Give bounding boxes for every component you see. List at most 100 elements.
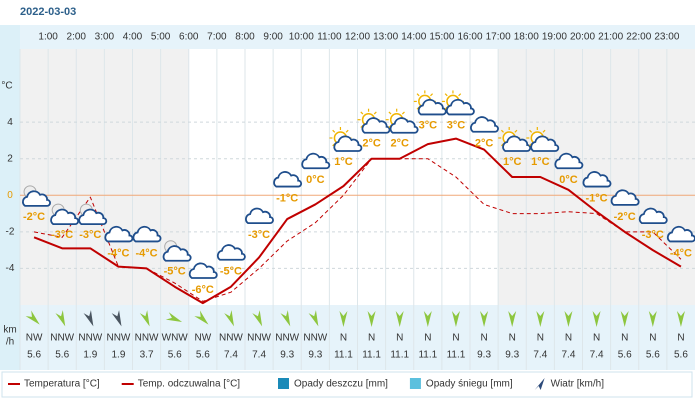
wind-arrow: [536, 311, 545, 327]
hour-label: 3:00: [95, 32, 115, 43]
temp-label: -2°C: [614, 211, 636, 223]
wind-arrow: [367, 311, 376, 327]
wind-speed: 7.4: [252, 350, 266, 361]
cloud: [445, 98, 475, 116]
cloud: [78, 208, 108, 226]
column-bg: [385, 49, 414, 305]
legend-swatch: [278, 378, 289, 389]
wind-direction: N: [621, 333, 628, 344]
y-tick-label: 4: [7, 117, 13, 128]
temp-label: 2°C: [475, 138, 494, 150]
wind-direction: NNW: [219, 333, 243, 344]
y-tick-label: -2: [6, 226, 15, 237]
cloud: [104, 225, 134, 243]
sun-ray: [430, 93, 434, 97]
hour-label: 7:00: [207, 32, 227, 43]
temp-label: -3°C: [79, 229, 101, 241]
wind-speed: 7.4: [561, 350, 575, 361]
legend-label: Temperatura [°C]: [24, 379, 100, 390]
weather-icon: [441, 90, 475, 116]
wind-direction: N: [649, 333, 656, 344]
wind-direction: N: [593, 333, 600, 344]
temp-label: -2°C: [23, 211, 45, 223]
wind-speed: 5.6: [618, 350, 632, 361]
hour-label: 18:00: [514, 32, 539, 43]
wind-direction: N: [424, 333, 431, 344]
cloud: [502, 135, 532, 152]
legend-swatch: [409, 378, 421, 389]
wind-arrow: [194, 310, 209, 325]
cloud: [245, 207, 274, 225]
y-tick-label: 0: [7, 190, 13, 201]
wind-speed: 11.1: [334, 350, 353, 361]
wind-direction: N: [537, 333, 544, 344]
wind-direction: WNW: [162, 333, 189, 344]
wind-direction: N: [677, 333, 684, 344]
cloud: [610, 189, 640, 206]
wind-speed: 5.6: [27, 350, 41, 361]
weather-icon: [162, 240, 192, 262]
hour-label: 12:00: [345, 32, 370, 43]
temp-label: -3°C: [51, 229, 73, 241]
wind-speed: 1.9: [83, 350, 97, 361]
wind-arrow: [648, 311, 657, 327]
wind-arrow: [280, 310, 291, 327]
temp-label: 0°C: [559, 174, 578, 186]
wind-speed: 7.4: [533, 350, 547, 361]
wind-direction: N: [452, 333, 459, 344]
cloud: [333, 135, 363, 152]
sun-ray: [542, 129, 546, 133]
cloud: [22, 190, 51, 207]
wind-unit: /h: [6, 337, 14, 348]
cloud: [361, 117, 391, 134]
cloud: [417, 98, 447, 116]
column-bg: [245, 49, 274, 305]
wind-direction: N: [565, 333, 572, 344]
wind-speed: 9.3: [280, 350, 294, 361]
weather-icon: [104, 225, 134, 243]
weather-icon: [22, 185, 51, 207]
hour-label: 8:00: [235, 32, 255, 43]
wind-arrow: [395, 311, 404, 327]
hour-label: 15:00: [429, 32, 454, 43]
sun-ray: [416, 93, 420, 97]
wind-arrow: [423, 311, 432, 327]
temp-label: -5°C: [220, 266, 242, 278]
column-bg: [48, 49, 77, 305]
wind-speed: 9.3: [505, 350, 519, 361]
wind-speed: 5.6: [168, 350, 182, 361]
hour-label: 14:00: [401, 32, 426, 43]
wind-speed: 11.1: [390, 350, 409, 361]
sun-ray: [529, 129, 533, 133]
weather-icon: [216, 244, 246, 261]
sun-ray: [388, 111, 392, 115]
sun-ray: [345, 129, 349, 133]
temp-label: 0°C: [306, 174, 325, 186]
wind-arrow: [620, 311, 629, 327]
wind-direction: NNW: [106, 333, 130, 344]
legend-label: Wiatr [km/h]: [551, 379, 605, 390]
y-tick-label: -4: [6, 263, 15, 274]
hour-label: 22:00: [626, 32, 651, 43]
column-bg: [638, 49, 667, 305]
cloud: [530, 135, 560, 152]
wind-direction: N: [509, 333, 516, 344]
wind-speed: 3.7: [140, 350, 154, 361]
date-title: 2022-03-03: [20, 6, 76, 18]
wind-speed: 5.6: [674, 350, 688, 361]
wind-direction: NNW: [135, 333, 159, 344]
hour-label: 19:00: [542, 32, 567, 43]
cloud: [50, 208, 80, 226]
wind-direction: NNW: [50, 333, 74, 344]
wind-arrow: [25, 310, 40, 325]
wind-speed: 5.6: [646, 350, 660, 361]
weather-icon: [413, 90, 447, 116]
weather-icon: [273, 171, 303, 188]
temp-label: -1°C: [586, 192, 608, 204]
cloud: [216, 244, 246, 261]
column-bg: [470, 49, 499, 305]
cloud: [582, 171, 612, 188]
sun-ray: [360, 111, 364, 115]
hour-label: 16:00: [457, 32, 482, 43]
wind-speed: 11.1: [362, 350, 381, 361]
